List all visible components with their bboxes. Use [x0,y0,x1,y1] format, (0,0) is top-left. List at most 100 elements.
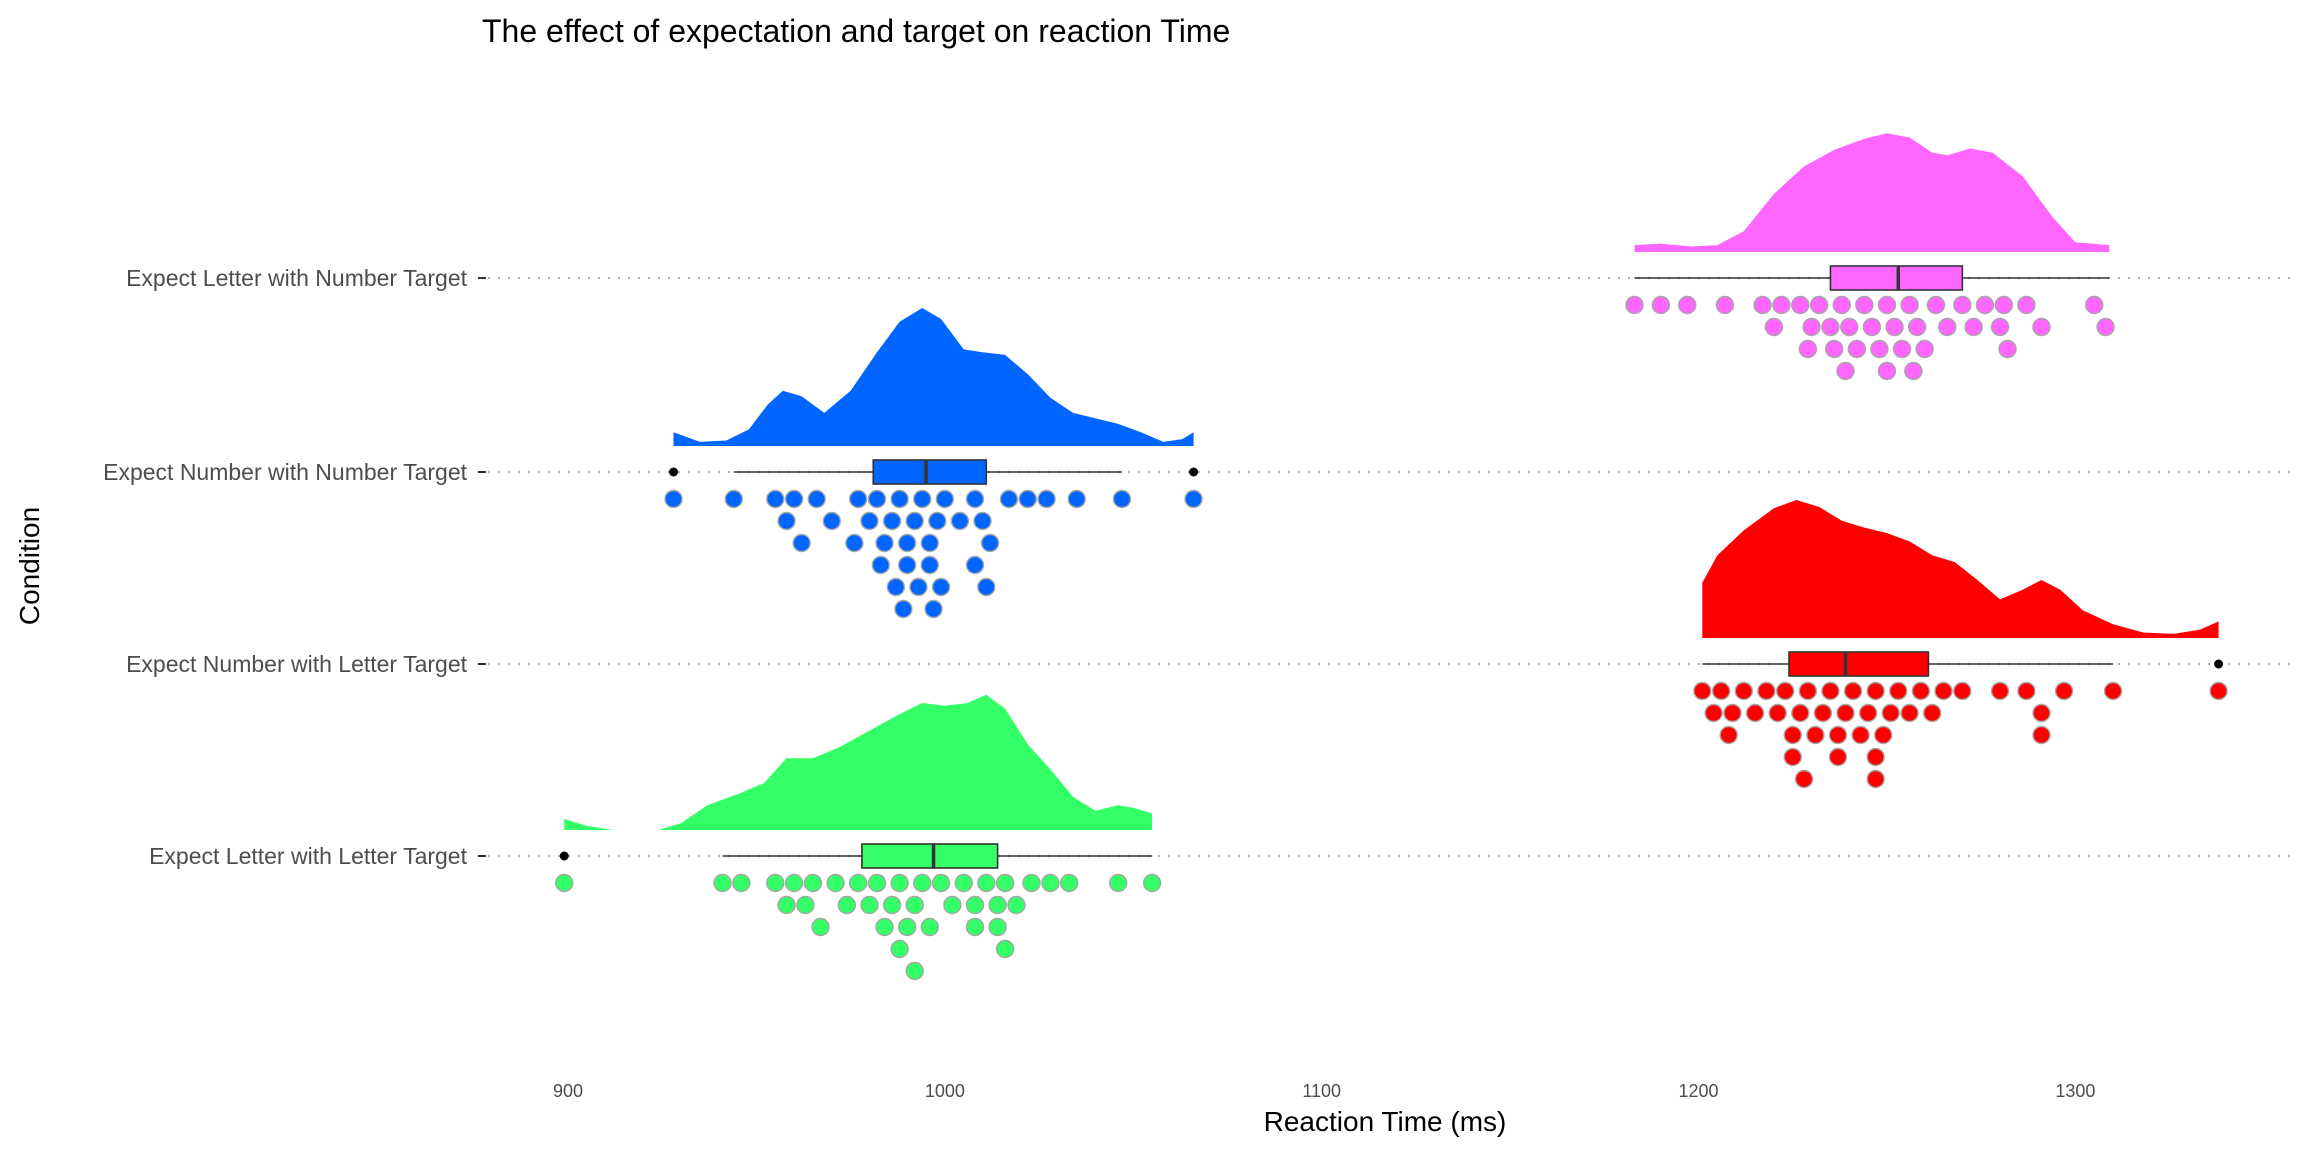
rain-point [1794,769,1814,789]
rain-point [1885,317,1904,337]
rain-point [1990,681,2010,701]
rain-point [1934,681,1953,701]
rain-point [931,577,951,597]
rain-point [792,533,811,553]
rain-point [1825,339,1844,359]
rain-point [1018,489,1037,509]
rain-point [897,533,917,553]
rain-point [1067,489,1086,509]
rain-point [2054,681,2074,701]
rain-point [920,555,939,575]
x-axis-title: Reaction Time (ms) [1264,1106,1507,1137]
rain-point [882,511,902,531]
rain-point [1022,873,1041,893]
y-axis: Expect Letter with Number Target Expect N… [103,265,486,869]
rain-point [807,489,826,509]
rain-point [965,489,985,509]
rain-point [1112,489,1132,509]
rain-point [766,489,785,509]
rain-point [1802,317,1821,337]
rain-point [1904,361,1923,381]
rain-point [1866,681,1885,701]
rain-point [1711,681,1731,701]
rain-point [2096,317,2115,337]
rain-point [1806,725,1825,745]
rain-point [1821,681,1840,701]
rain-point [1060,873,1079,893]
rain-point [1007,895,1026,915]
density-cloud [1702,500,2219,638]
rain-point [2032,725,2051,745]
density-cloud [564,694,1153,830]
rain-point [943,895,962,915]
rain-point [867,873,887,893]
rain-point [897,555,917,575]
rain-point [1041,873,1060,893]
rain-point [894,599,913,619]
rain-point [1990,317,2010,337]
rain-point [1783,747,1802,767]
box-iqr [1788,651,1930,677]
chart-title: The effect of expectation and target on … [482,13,1230,49]
rain-point [1922,703,1942,723]
rain-point [1813,703,1833,723]
rain-point [845,533,864,553]
y-tick-label: Expect Letter with Number Target [126,265,468,291]
rain-point [784,873,804,893]
rain-point [905,511,924,531]
rain-point [1866,769,1885,789]
rain-point [1877,361,1897,381]
rain-point [1858,703,1878,723]
rain-point [1791,295,1810,315]
rain-point [1926,295,1946,315]
rain-point [1828,725,1848,745]
rain-point [1768,703,1787,723]
rain-point [1870,339,1889,359]
rain-point [2085,295,2104,315]
rain-point [1847,339,1867,359]
x-tick-label: 1300 [2055,1081,2095,1101]
rain-point [1911,681,1931,701]
rain-point [826,873,845,893]
rain-point [909,577,928,597]
rain-point [2103,681,2123,701]
rain-point [1745,703,1765,723]
rain-point [1719,725,1738,745]
rain-point [1836,703,1855,723]
rain-point [1764,317,1784,337]
density-clouds [564,133,2219,830]
outlier-point [2214,659,2224,669]
y-tick-label: Expect Letter with Letter Target [149,843,468,869]
rain-point [1783,725,1802,745]
rain-point [1998,339,2017,359]
rain-point [973,511,992,531]
rain-point [1877,295,1897,315]
rain-point [2017,295,2036,315]
rain-point [1938,317,1957,337]
rain-point [784,489,804,509]
rain-point [867,489,887,509]
rain-point [1734,681,1753,701]
rain-point [1866,747,1885,767]
rain-point [977,577,996,597]
rain-point [732,873,751,893]
rain-point [1881,703,1900,723]
rain-point [1889,681,1908,701]
box-iqr [872,459,988,485]
rain-point [954,873,973,893]
rain-point [965,555,985,575]
rain-point [1821,317,1840,337]
rain-point [1836,361,1855,381]
rain-point [980,533,1000,553]
box-iqr [1829,265,1964,291]
rain-point [886,577,906,597]
rain-point [1651,295,1671,315]
rain-point [713,873,732,893]
rain-point [1862,317,1882,337]
rain-point [1840,317,1859,337]
y-tick-label: Expect Number with Letter Target [126,651,468,677]
x-tick-label: 1100 [1302,1081,1341,1101]
rain-point [890,873,909,893]
rain-point [871,555,890,575]
